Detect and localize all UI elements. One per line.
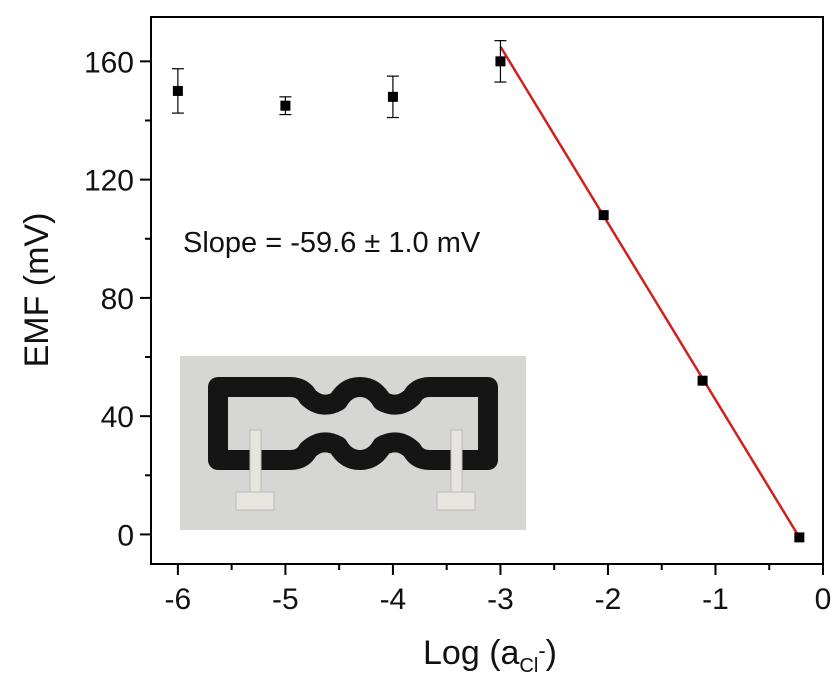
x-tick-label: -2	[595, 583, 622, 616]
left-electrode-contact	[235, 429, 275, 511]
data-point	[598, 210, 609, 221]
sensor-electrode-trace	[208, 377, 498, 470]
y-tick-label: 160	[84, 46, 134, 79]
x-tick-label: -1	[702, 583, 729, 616]
data-points	[171, 40, 805, 543]
y-tick-label: 80	[101, 283, 134, 316]
x-tick-label: -5	[272, 583, 299, 616]
data-point	[280, 100, 291, 111]
y-tick-label: 40	[101, 401, 134, 434]
data-point	[794, 532, 805, 543]
fit-line	[499, 45, 801, 539]
data-point	[697, 375, 708, 386]
right-electrode-contact	[436, 429, 476, 511]
x-axis-title: Log (aCl-)	[423, 634, 557, 677]
x-tick-label: -4	[380, 583, 407, 616]
sensor-inset-photo	[180, 356, 526, 530]
y-axis-title: EMF (mV)	[18, 213, 56, 368]
data-point	[387, 91, 398, 102]
plot-frame	[150, 16, 824, 565]
x-tick-label: 0	[815, 583, 832, 616]
data-point	[172, 85, 183, 96]
axes: -6 -5 -4 -3 -2 -1 0 0 40 80 120 160	[84, 46, 831, 616]
slope-annotation: Slope = -59.6 ± 1.0 mV	[183, 227, 481, 259]
y-tick-label: 0	[117, 519, 134, 552]
linear-fit	[499, 45, 801, 539]
y-tick-label: 120	[84, 165, 134, 198]
x-tick-label: -6	[165, 583, 192, 616]
x-tick-label: -3	[487, 583, 514, 616]
data-point	[495, 56, 506, 67]
